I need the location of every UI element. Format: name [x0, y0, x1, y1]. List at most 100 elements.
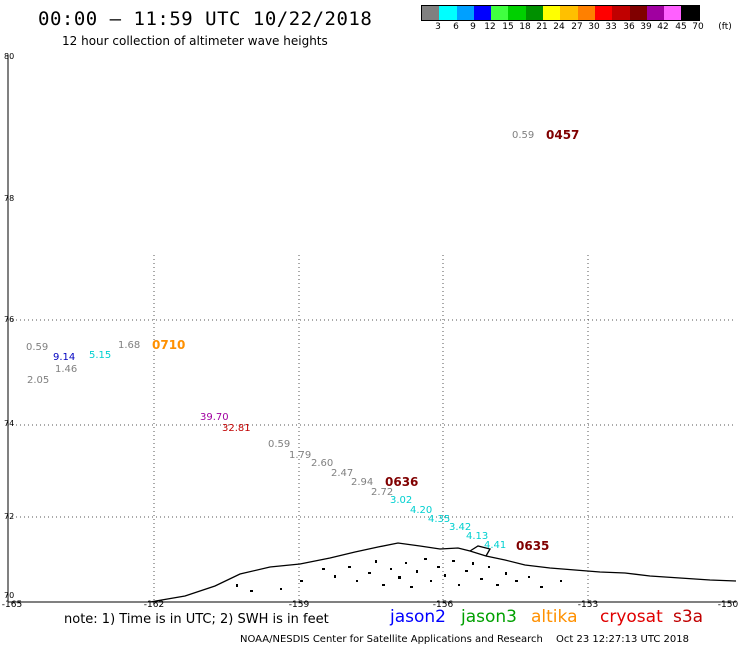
satellite-legend-s3a: s3a	[673, 607, 704, 627]
colorbar-label: 39	[640, 22, 652, 32]
lake	[300, 580, 303, 582]
latitude-label: 78	[4, 194, 15, 203]
wave-height-colorbar	[421, 5, 700, 21]
lake	[452, 560, 455, 562]
colorbar-swatch	[543, 6, 561, 20]
longitude-label: -156	[432, 600, 454, 610]
credit-text: NOAA/NESDIS Center for Satellite Applica…	[240, 634, 543, 645]
wave-height-value: 4.35	[428, 514, 451, 525]
latitude-label: 74	[4, 419, 15, 428]
north-slope-coast	[149, 542, 737, 603]
wave-height-value: 2.05	[27, 375, 50, 386]
pass-time-label: 0457	[546, 128, 580, 142]
colorbar-swatch	[577, 6, 595, 20]
wave-height-value: 32.81	[222, 423, 251, 434]
lake	[515, 580, 518, 582]
colorbar-label: 9	[470, 22, 476, 32]
lake	[390, 568, 392, 570]
lake	[458, 584, 460, 586]
lake	[424, 558, 427, 560]
lake	[382, 584, 385, 586]
pass-time-label: 0635	[516, 539, 550, 553]
colorbar-label: 15	[502, 22, 514, 32]
colorbar-swatch	[681, 6, 699, 20]
wave-height-value: 39.70	[200, 412, 229, 423]
wave-height-value: 0.59	[268, 439, 291, 450]
latitude-label: 70	[4, 591, 15, 600]
colorbar-swatch	[664, 6, 682, 20]
alaska-coastline	[149, 542, 737, 603]
wave-height-value: 2.47	[331, 468, 354, 479]
lake	[496, 584, 499, 586]
generated-timestamp: Oct 23 12:27:13 UTC 2018	[556, 634, 689, 645]
latitude-label: 76	[4, 315, 15, 324]
lake	[480, 578, 483, 580]
wave-height-value: 1.79	[289, 450, 312, 461]
lake	[437, 566, 440, 568]
lake	[560, 580, 562, 582]
lake	[236, 584, 238, 587]
wave-height-value: 3.42	[449, 522, 472, 533]
colorbar-label: 45	[675, 22, 687, 32]
lake	[334, 575, 336, 578]
map-subtitle: 12 hour collection of altimeter wave hei…	[62, 34, 328, 48]
colorbar-label: 36	[623, 22, 635, 32]
longitude-label: -159	[288, 600, 310, 610]
colorbar-label: 12	[484, 22, 496, 32]
credits-footer: NOAA/NESDIS Center for Satellite Applica…	[240, 634, 689, 645]
lake	[416, 570, 418, 573]
lake	[488, 566, 490, 568]
lake	[465, 570, 468, 572]
colorbar-label: 70	[692, 22, 704, 32]
wave-height-value: 9.14	[53, 352, 76, 363]
wave-height-value: 1.46	[55, 364, 78, 375]
colorbar-swatch	[422, 6, 440, 20]
tundra-lakes	[236, 558, 562, 592]
lake	[368, 572, 371, 574]
colorbar-swatch	[439, 6, 457, 20]
longitude-label: -165	[1, 600, 23, 610]
colorbar-swatch	[456, 6, 474, 20]
footnote: note: 1) Time is in UTC; 2) SWH is in fe…	[64, 612, 329, 627]
lake	[398, 576, 401, 579]
satellite-legend-jason2: jason2	[390, 607, 446, 627]
pass-time-label: 0710	[152, 338, 186, 352]
lake	[250, 590, 253, 592]
colorbar-label: 30	[588, 22, 600, 32]
satellite-legend-cryosat: cryosat	[600, 607, 663, 627]
colorbar-swatch	[594, 6, 613, 20]
pass-time-label: 0636	[385, 475, 419, 489]
colorbar-label: 24	[553, 22, 565, 32]
colorbar-swatch	[560, 6, 578, 20]
wave-height-value: 2.94	[351, 477, 374, 488]
lake	[322, 568, 325, 570]
colorbar-swatch	[629, 6, 647, 20]
colorbar-unit: (ft)	[718, 22, 732, 32]
lake	[472, 562, 474, 565]
wave-height-value: 3.02	[390, 495, 413, 506]
colorbar-label: 21	[536, 22, 548, 32]
colorbar-label: 42	[657, 22, 669, 32]
wave-height-value: 4.13	[466, 531, 489, 542]
lake	[505, 572, 507, 575]
wave-height-value: 1.68	[118, 340, 141, 351]
lake	[410, 586, 413, 588]
colorbar-label: 6	[453, 22, 459, 32]
lake	[375, 560, 377, 563]
wave-height-value: 4.20	[410, 505, 433, 516]
lake	[405, 562, 407, 564]
lake	[348, 566, 351, 568]
colorbar-swatch	[525, 6, 544, 20]
wave-height-value: 2.72	[371, 487, 394, 498]
wave-height-value: 5.15	[89, 350, 112, 361]
point-barrow	[469, 545, 491, 557]
colorbar-swatch	[612, 6, 630, 20]
colorbar-label: 3	[435, 22, 441, 32]
latitude-label: 80	[4, 52, 15, 61]
lake	[356, 580, 358, 582]
wave-height-value: 0.59	[26, 342, 49, 353]
colorbar-label: 27	[571, 22, 583, 32]
wave-height-value: 4.41	[484, 540, 507, 551]
lake	[280, 588, 282, 590]
